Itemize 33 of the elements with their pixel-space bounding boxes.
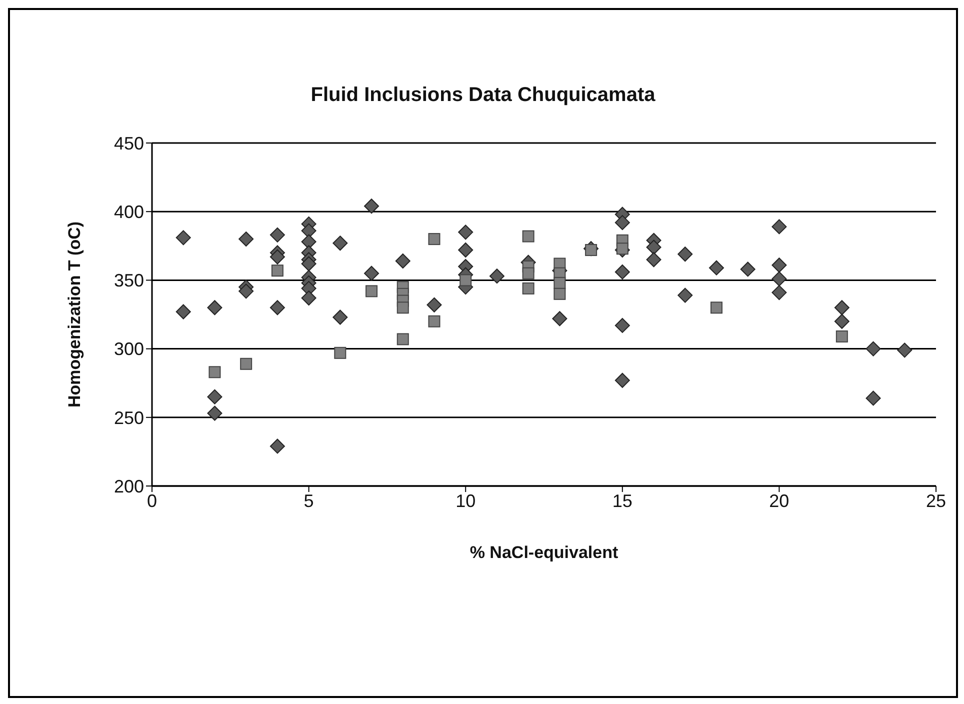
- x-tick-label: 20: [769, 490, 790, 511]
- x-tick-label: 5: [304, 490, 314, 511]
- point: [616, 242, 628, 255]
- y-tick-label: 300: [114, 339, 144, 360]
- point: [240, 358, 252, 370]
- point: [396, 333, 409, 346]
- x-tick-label: 10: [456, 490, 476, 511]
- y-tick-label: 250: [114, 408, 144, 428]
- point: [396, 302, 409, 314]
- x-tick-label: 15: [612, 490, 632, 511]
- point: [522, 282, 534, 294]
- y-axis-title: Homogenization T (oC): [65, 221, 84, 408]
- point: [522, 230, 534, 242]
- point: [710, 302, 722, 314]
- point: [554, 288, 566, 300]
- point: [836, 330, 848, 342]
- point: [366, 285, 378, 298]
- y-tick-label: 400: [114, 202, 144, 222]
- y-tick-label: 350: [114, 270, 144, 291]
- x-tick-label: 25: [926, 490, 946, 511]
- point: [428, 233, 440, 246]
- point: [271, 264, 284, 277]
- point: [208, 366, 221, 378]
- x-tick-label: 0: [146, 490, 158, 511]
- point: [554, 276, 566, 289]
- chart-title: Fluid Inclusions Data Chuquicamata: [310, 84, 656, 107]
- x-axis-title: % NaCl-equivalent: [470, 543, 618, 562]
- point: [522, 267, 534, 280]
- point: [334, 346, 346, 359]
- point: [460, 274, 472, 286]
- y-tick-label: 450: [114, 133, 144, 154]
- y-tick-label: 200: [114, 476, 144, 496]
- point: [428, 315, 440, 328]
